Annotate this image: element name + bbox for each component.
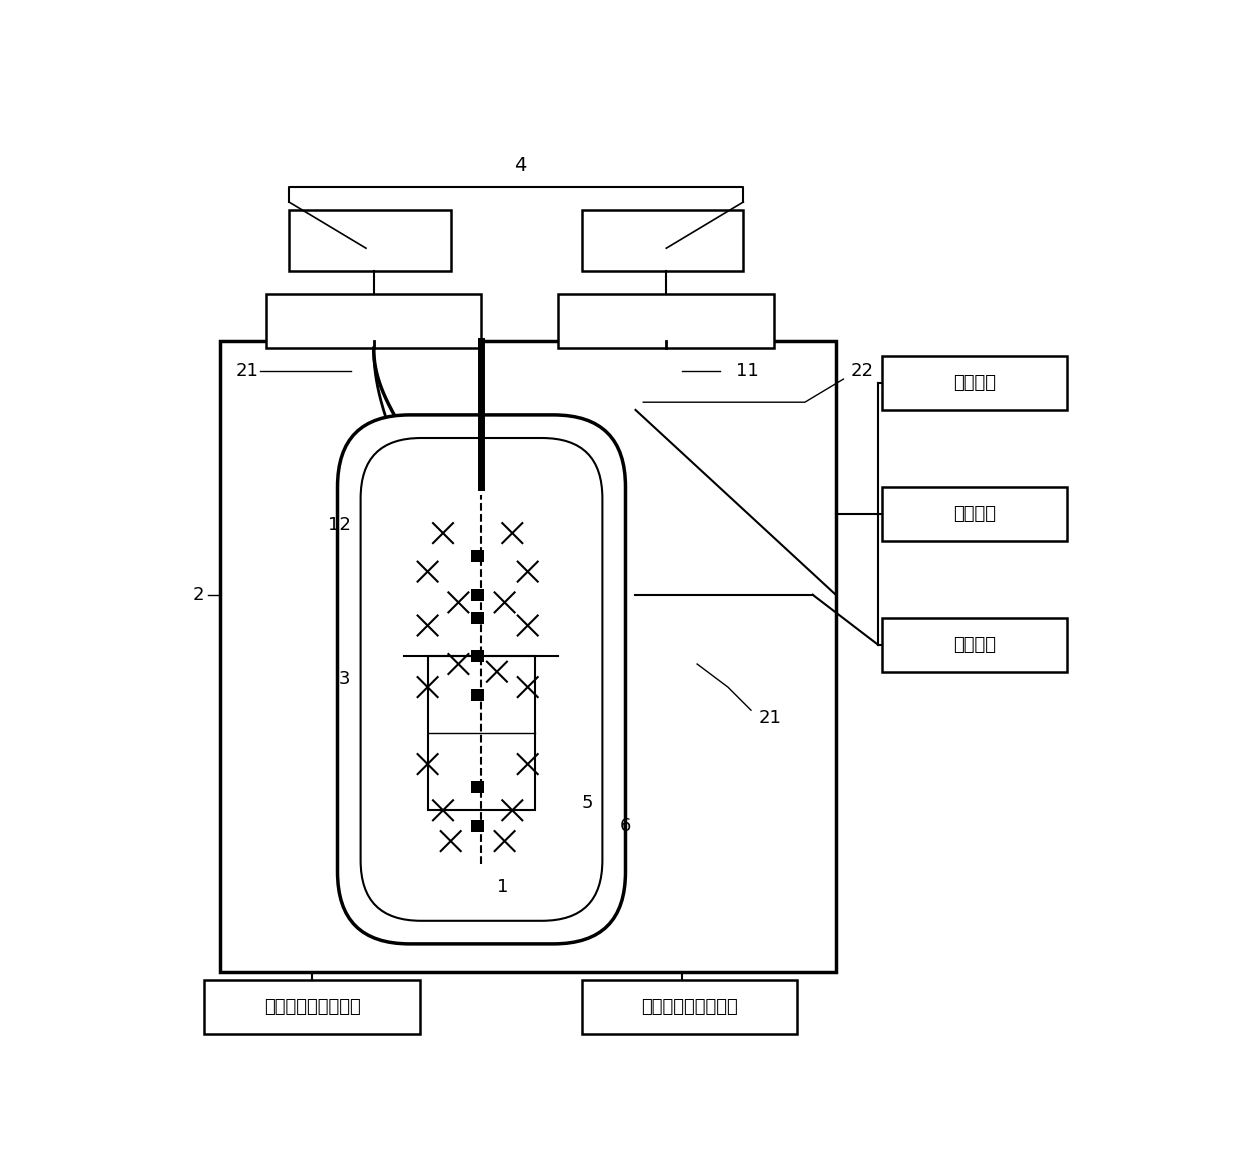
Bar <box>471 651 484 662</box>
Text: 22: 22 <box>851 363 874 380</box>
Text: 11: 11 <box>735 363 759 380</box>
Text: 4: 4 <box>513 156 526 176</box>
Bar <box>471 612 484 624</box>
Text: 监视系统: 监视系统 <box>952 504 996 523</box>
Text: 21: 21 <box>236 363 258 380</box>
Text: 21: 21 <box>759 709 781 727</box>
Text: 加热系统: 加热系统 <box>952 635 996 654</box>
Bar <box>471 550 484 563</box>
FancyBboxPatch shape <box>582 979 797 1033</box>
Text: 5: 5 <box>582 793 593 812</box>
Bar <box>471 819 484 832</box>
FancyBboxPatch shape <box>882 618 1066 672</box>
Bar <box>471 689 484 701</box>
Text: 高低温设备监视系统: 高低温设备监视系统 <box>641 998 738 1016</box>
Text: 6: 6 <box>620 817 631 834</box>
FancyBboxPatch shape <box>219 340 836 972</box>
Text: 高低温设备控制系统: 高低温设备控制系统 <box>264 998 361 1016</box>
FancyBboxPatch shape <box>582 209 743 271</box>
FancyBboxPatch shape <box>882 487 1066 541</box>
FancyBboxPatch shape <box>337 415 625 944</box>
FancyBboxPatch shape <box>289 209 450 271</box>
FancyBboxPatch shape <box>558 295 774 349</box>
FancyBboxPatch shape <box>882 356 1066 410</box>
FancyBboxPatch shape <box>205 979 420 1033</box>
Text: 12: 12 <box>327 516 351 535</box>
Bar <box>471 782 484 793</box>
Text: 2: 2 <box>192 586 205 604</box>
Bar <box>471 589 484 601</box>
FancyBboxPatch shape <box>361 438 603 921</box>
Text: 1: 1 <box>497 879 508 896</box>
Text: 测温系统: 测温系统 <box>952 374 996 392</box>
FancyBboxPatch shape <box>265 295 481 349</box>
FancyBboxPatch shape <box>428 656 536 811</box>
Text: 3: 3 <box>339 670 351 688</box>
